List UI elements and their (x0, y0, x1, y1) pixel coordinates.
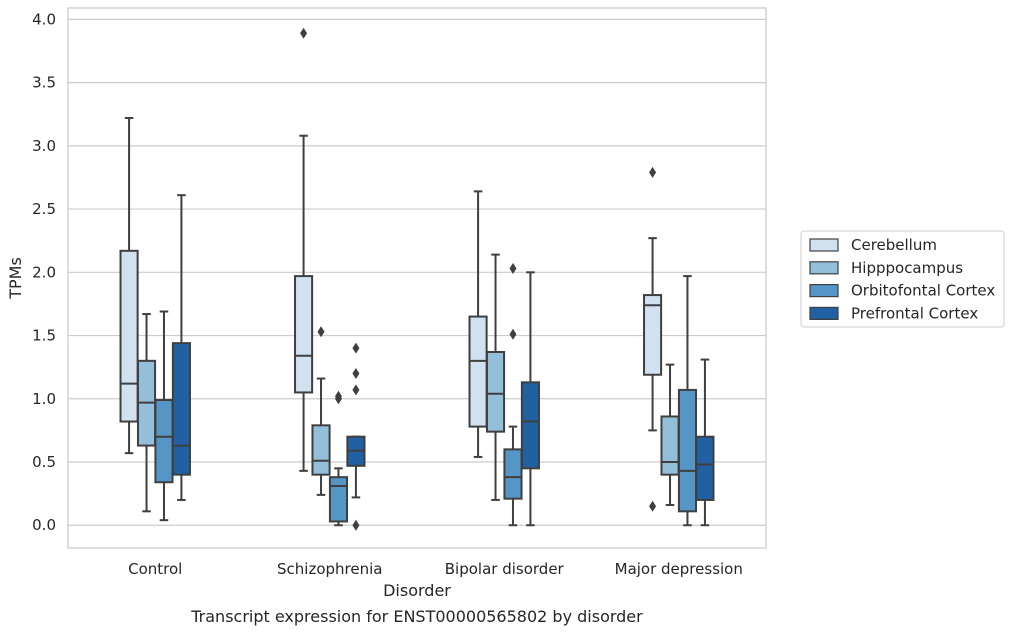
legend-label-3: Prefrontal Cortex (851, 304, 978, 322)
outlier-0 (649, 166, 657, 178)
box-3-0 (643, 166, 663, 512)
box-2-0 (468, 190, 488, 458)
outlier-0 (317, 326, 325, 338)
box-1-1 (311, 326, 331, 496)
legend: Cerebellum Hipppocampus Orbitofontal Corte… (800, 230, 1005, 328)
outlier-0 (509, 328, 517, 340)
box-2-2 (503, 263, 523, 527)
box-1-2 (328, 390, 349, 527)
y-tick-label-3: 1.5 (32, 327, 56, 345)
y-tick-label-6: 3.0 (32, 137, 56, 155)
box-body (328, 476, 349, 523)
legend-swatch-1 (809, 261, 839, 275)
x-tick-label-1: Schizophrenia (277, 560, 382, 578)
box-body (660, 415, 680, 476)
box-0-3 (171, 194, 191, 501)
box-body (485, 350, 506, 433)
outlier-0 (352, 384, 360, 396)
legend-label-1: Hipppocampus (851, 259, 963, 277)
outlier-0 (300, 27, 308, 39)
y-axis-ticks: 0.0 0.5 1.0 1.5 2.0 2.5 3.0 3.5 4.0 (32, 10, 56, 534)
box-body (154, 399, 174, 484)
legend-swatch-2 (809, 284, 839, 298)
box-3-1 (660, 363, 680, 507)
box-body (643, 294, 663, 376)
box-body (677, 388, 698, 513)
box-body (503, 448, 523, 500)
x-tick-label-2: Bipolar disorder (445, 560, 565, 578)
y-tick-label-0: 0.0 (32, 516, 56, 534)
box-body (311, 424, 331, 476)
box-body (468, 315, 488, 428)
y-tick-label-2: 1.0 (32, 390, 56, 408)
box-body (520, 381, 540, 470)
outlier-1 (334, 390, 342, 402)
box-body (171, 342, 191, 476)
y-tick-label-4: 2.0 (32, 263, 56, 281)
x-tick-label-0: Control (128, 560, 182, 578)
box-body (294, 275, 314, 394)
box-1-0 (294, 27, 314, 472)
box-body (119, 249, 139, 423)
x-axis-title: Disorder (383, 581, 451, 600)
box-2-1 (485, 253, 506, 501)
box-0-2 (154, 310, 174, 522)
outlier-3 (352, 519, 360, 531)
x-axis-ticks: Control Schizophrenia Bipolar disorder Majo… (128, 560, 743, 578)
box-1-3 (346, 342, 366, 531)
plot-frame (67, 7, 767, 549)
box-3-3 (695, 358, 715, 527)
outlier-1 (352, 367, 360, 379)
boxes (119, 27, 715, 531)
box-0-0 (119, 117, 139, 455)
box-2-3 (520, 271, 540, 527)
x-tick-label-3: Major depression (615, 560, 743, 578)
chart-caption: Transcript expression for ENST0000056580… (190, 607, 643, 626)
y-tick-label-1: 0.5 (32, 453, 56, 471)
box-body (695, 435, 715, 501)
legend-frame (800, 230, 1005, 328)
legend-label-0: Cerebellum (851, 236, 937, 254)
y-tick-label-5: 2.5 (32, 200, 56, 218)
y-tick-label-7: 3.5 (32, 74, 56, 92)
y-tick-label-8: 4.0 (32, 10, 56, 28)
outlier-1 (649, 500, 657, 512)
box-0-1 (136, 313, 157, 513)
outlier-1 (509, 263, 517, 275)
box-3-2 (677, 275, 698, 527)
outlier-2 (352, 342, 360, 354)
legend-label-2: Orbitofontal Cortex (851, 282, 995, 300)
legend-swatch-3 (809, 306, 839, 320)
legend-swatch-0 (809, 238, 839, 252)
y-axis-title: TPMs (6, 257, 25, 300)
